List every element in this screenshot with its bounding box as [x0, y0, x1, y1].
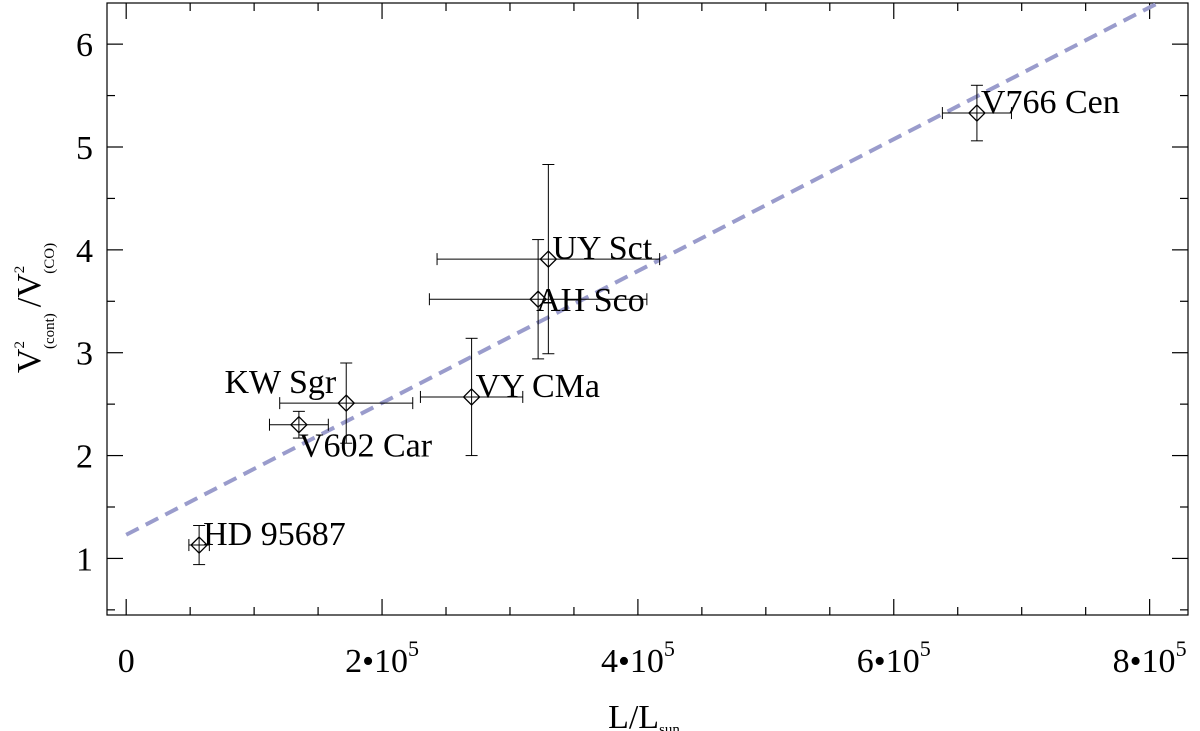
y-tick-label: 5 [76, 130, 93, 167]
data-point-marker [289, 415, 308, 434]
y-label-num-sub: (cont) [42, 313, 58, 349]
data-point-label: UY Sct [552, 230, 652, 267]
fit-line [125, 3, 1163, 537]
data-point-marker [529, 290, 548, 309]
y-tick-label: 3 [76, 336, 93, 373]
svg-text:V2(cont)/V2(CO): V2 (cont)/V2 (CO) [11, 243, 58, 373]
data-point-label: KW Sgr [224, 364, 336, 401]
x-tick-label: 6•105 [857, 636, 931, 680]
data-point-label: V766 Cen [981, 84, 1120, 121]
x-tick-label: 8•105 [1113, 636, 1187, 680]
y-label-sep: /V [11, 273, 48, 307]
y-label-den-sub: (CO) [42, 243, 58, 274]
data-point-label: HD 95687 [203, 516, 346, 553]
data-point-marker [190, 536, 209, 554]
x-label-sub: sun [659, 722, 680, 731]
svg-text:L/Lsun: L/Lsun [608, 699, 680, 731]
y-tick-label: 1 [76, 541, 93, 578]
x-axis-label: L/Lsun [608, 699, 680, 731]
y-axis-label: V2 (cont)/V2 (CO) [11, 243, 58, 373]
data-point-label: V602 Car [299, 428, 433, 465]
y-tick-label: 4 [76, 233, 93, 270]
x-tick-label: 2•105 [345, 636, 419, 680]
x-tick-label: 0 [118, 643, 135, 680]
x-tick-label: 4•105 [601, 636, 675, 680]
data-point-label: AH Sco [536, 282, 645, 319]
data-point-marker [967, 104, 986, 122]
x-label-main: L/L [608, 699, 659, 731]
data-point-marker [539, 250, 558, 269]
plot-frame [106, 2, 1189, 616]
y-label-den-sup: 2 [12, 266, 28, 274]
y-tick-label: 2 [76, 439, 93, 476]
y-label-num-sup: 2 [12, 341, 28, 349]
data-point-marker [462, 388, 481, 406]
y-tick-label: 6 [76, 27, 93, 64]
data-point-marker [337, 394, 356, 413]
y-label-num: V [11, 348, 48, 373]
data-point-label: VY CMa [476, 368, 600, 405]
